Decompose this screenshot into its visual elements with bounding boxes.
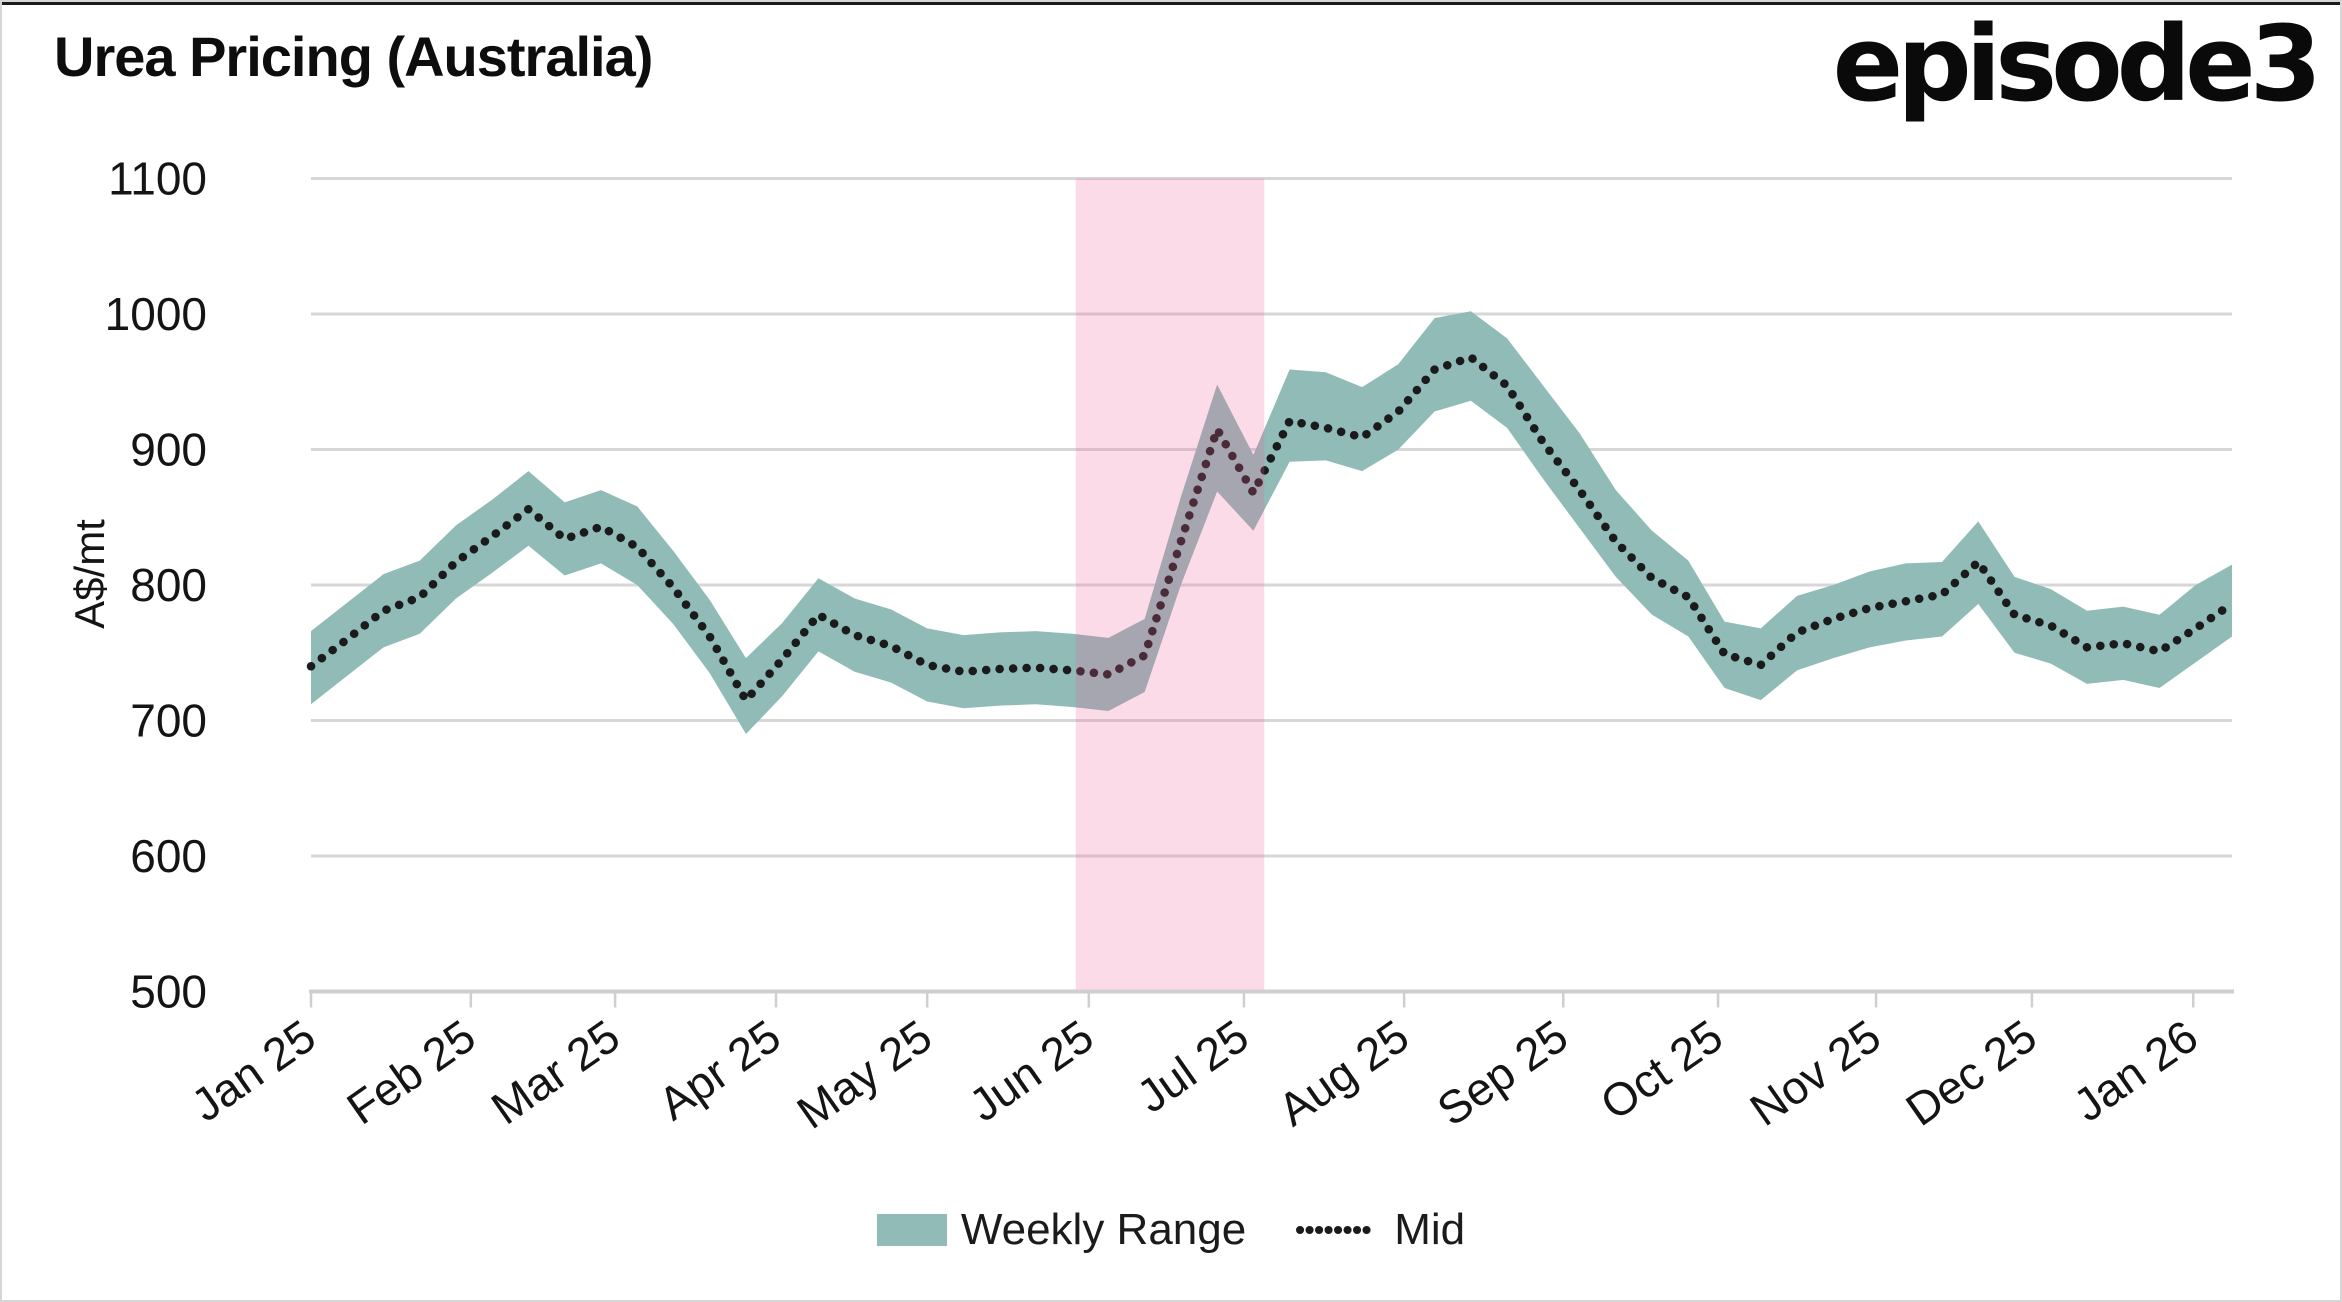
- svg-text:Aug 25: Aug 25: [1269, 1010, 1418, 1136]
- top-border-line: [2, 2, 2340, 5]
- svg-text:500: 500: [130, 966, 207, 1018]
- svg-text:1100: 1100: [108, 153, 207, 205]
- legend-item-weekly-range: Weekly Range: [876, 1205, 1247, 1255]
- svg-text:Mar 25: Mar 25: [482, 1010, 629, 1135]
- episode3-logo: episode3: [1832, 3, 2322, 125]
- svg-text:Apr 25: Apr 25: [649, 1010, 790, 1130]
- svg-text:Sep 25: Sep 25: [1428, 1010, 1577, 1136]
- svg-text:Jul 25: Jul 25: [1127, 1010, 1257, 1123]
- highlight-region: [1075, 178, 1265, 990]
- legend-label-mid: Mid: [1394, 1205, 1466, 1254]
- mid-line: [306, 353, 2237, 705]
- svg-text:800: 800: [130, 559, 207, 611]
- svg-text:900: 900: [130, 424, 207, 476]
- svg-text:May 25: May 25: [788, 1010, 941, 1139]
- legend-label-weekly-range: Weekly Range: [960, 1205, 1247, 1254]
- svg-text:1000: 1000: [105, 288, 207, 340]
- legend-item-mid: Mid: [1294, 1205, 1465, 1255]
- svg-text:Dec 25: Dec 25: [1896, 1010, 2045, 1136]
- mid-dotted-line-icon: [1296, 1226, 1379, 1234]
- x-axis: [309, 989, 2234, 1008]
- svg-text:Jan 25: Jan 25: [182, 1010, 325, 1132]
- svg-text:Feb 25: Feb 25: [337, 1010, 484, 1135]
- svg-text:600: 600: [130, 830, 207, 882]
- svg-text:Jun 25: Jun 25: [960, 1010, 1103, 1132]
- weekly-range-swatch-icon: [876, 1214, 947, 1246]
- weekly-range-band: [311, 311, 2232, 735]
- chart-legend: Weekly Range Mid: [2, 1200, 2340, 1260]
- y-tick-labels: 1100 1000 900 800 700 600 500: [105, 153, 207, 1018]
- svg-text:700: 700: [130, 695, 207, 747]
- page-title: Urea Pricing (Australia): [54, 25, 653, 88]
- svg-text:Oct 25: Oct 25: [1591, 1010, 1732, 1130]
- svg-text:Jan 26: Jan 26: [2064, 1010, 2207, 1132]
- svg-text:Nov 25: Nov 25: [1741, 1010, 1890, 1136]
